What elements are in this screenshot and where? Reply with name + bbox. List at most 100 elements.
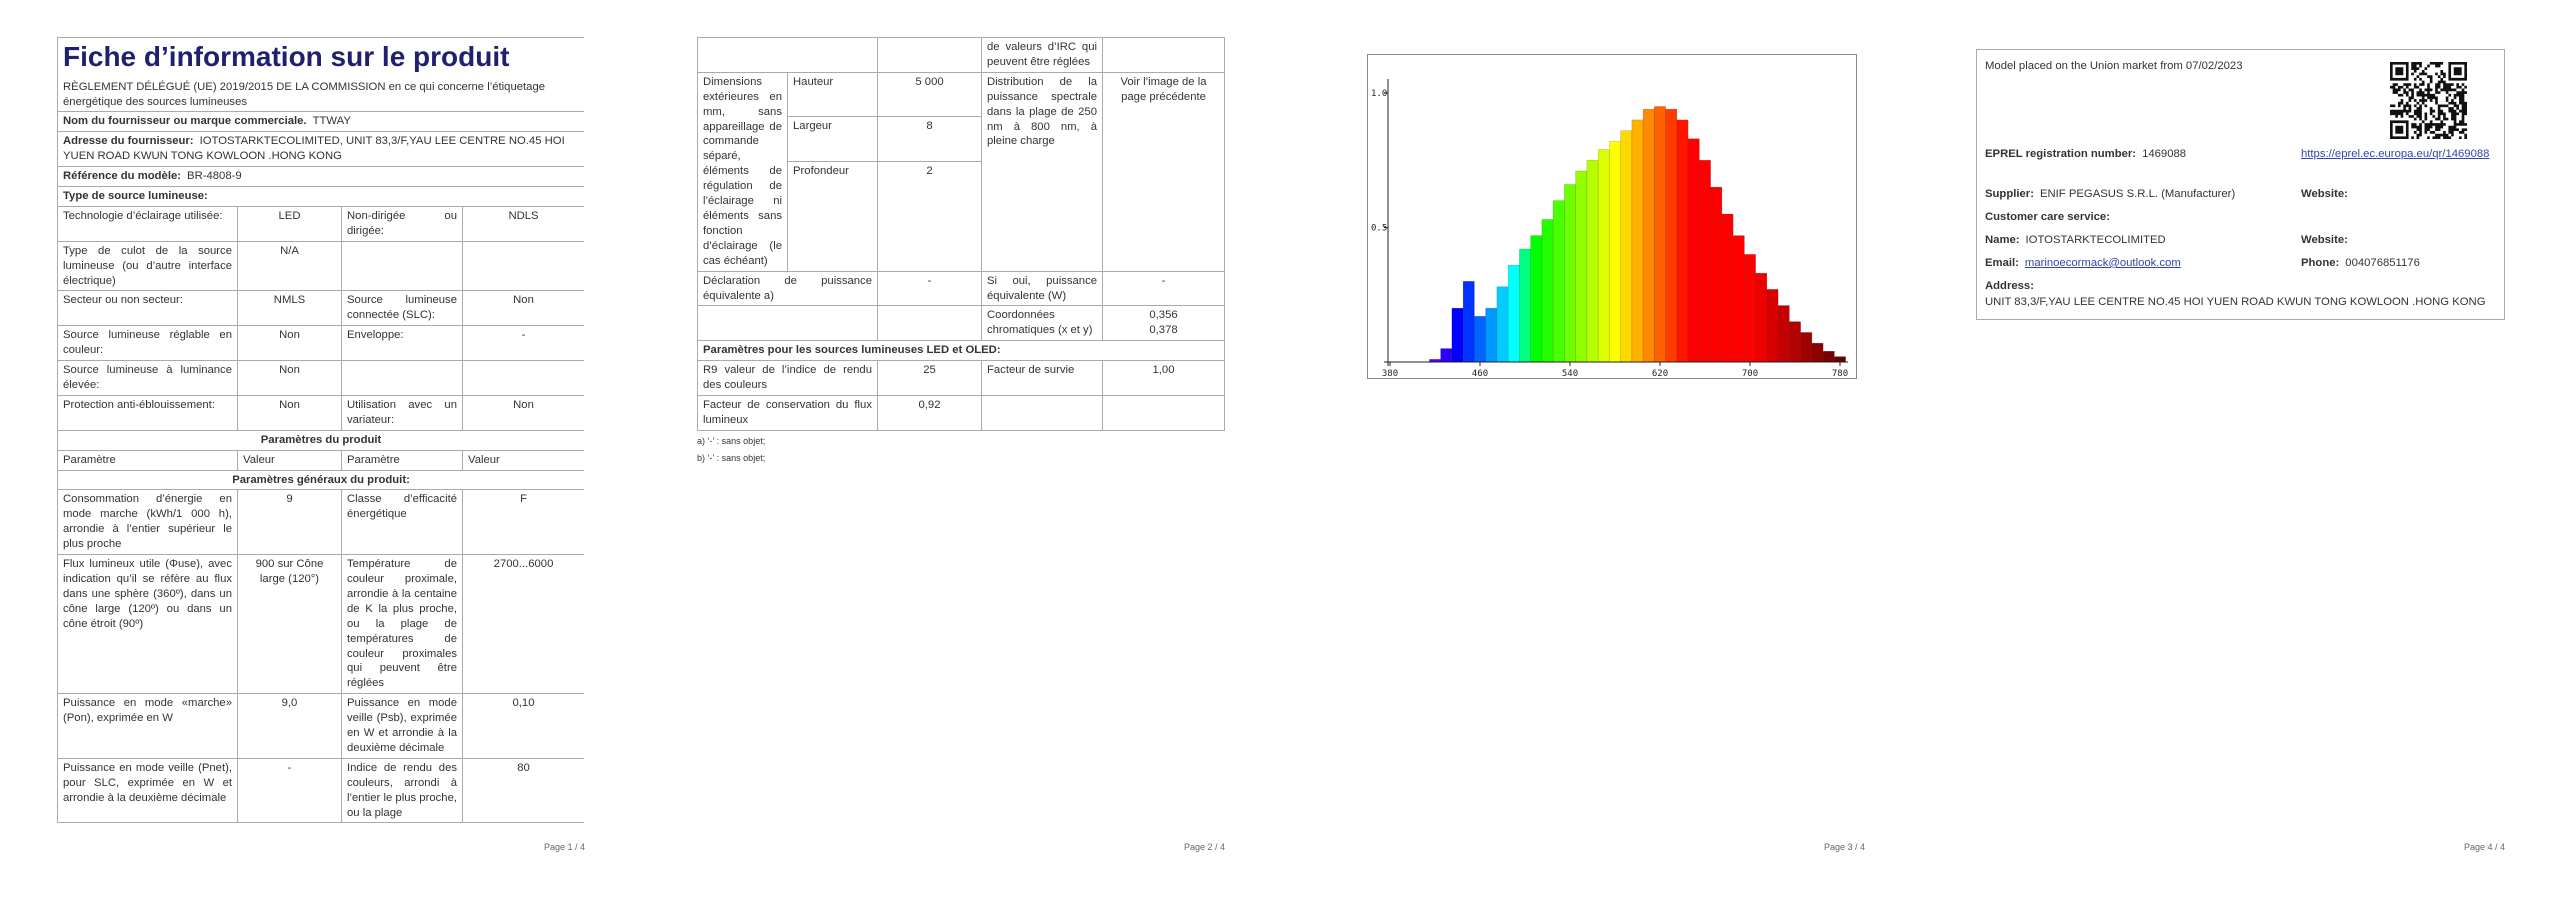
spectrum-bar [1485, 307, 1498, 363]
cell: Paramètres généraux du produit: [57, 469, 584, 491]
value: 004076851176 [2345, 257, 2420, 269]
row: Paramètres généraux du produit: [57, 469, 584, 491]
label: Nom du fournisseur ou marque commerciale… [63, 115, 307, 128]
spectrum-bar [1822, 350, 1835, 363]
field-cell: Référence du modèle: BR-4808-9 [57, 166, 584, 188]
row: Paramètres pour les sources lumineuses L… [697, 340, 1225, 362]
cell: NDLS [461, 205, 584, 242]
value: 1469088 [2142, 148, 2187, 160]
x-tick-label: 700 [1742, 369, 1758, 379]
field-cell: Nom du fournisseur ou marque commerciale… [57, 111, 584, 133]
cell: Profondeur [787, 160, 878, 272]
spectrum-bar [1654, 106, 1666, 363]
empty-cell [981, 394, 1103, 431]
cell: 25 [877, 360, 982, 396]
row: Coordonnées chromatiques (x et y) 0,356 0… [697, 305, 1225, 342]
empty-cell [877, 37, 982, 73]
row: Largeur 8 [698, 116, 1225, 162]
spectrum-chart: 380 460 540 620 700 780 0.5 1.0 [1367, 54, 1857, 379]
page-number: Page 2 / 4 [1183, 842, 1225, 852]
spectrum-bar [1732, 235, 1745, 363]
cell: Puissance en mode veille (Psb), exprimée… [341, 693, 463, 759]
cell: Indice de rendu des couleurs, arrondi à … [341, 757, 463, 824]
cell: Non [237, 360, 342, 396]
row: Protection anti-éblouissement: Non Utilisa… [57, 394, 584, 431]
cell: Source lumineuse connectée (SLC): [341, 290, 463, 327]
page-number: Page 3 / 4 [1823, 842, 1865, 852]
cell: 5 000 [877, 71, 982, 118]
row: de valeurs d’IRC qui peuvent être réglée… [697, 37, 1225, 73]
cell: Coordonnées chromatiques (x et y) [981, 305, 1103, 342]
row: Facteur de conservation du flux lumineux… [697, 394, 1225, 431]
label: Phone: [2301, 257, 2340, 269]
label: EPREL registration number: [1985, 148, 2137, 160]
website-label: Website: [2301, 188, 2348, 200]
row: Source lumineuse réglable en couleur: Non… [57, 325, 584, 362]
eprel-field: EPREL registration number: 1469088 [1985, 148, 2186, 160]
spectrum-bar [1811, 342, 1824, 363]
row: Type de source lumineuse: [57, 186, 584, 207]
cell: Non [461, 290, 584, 327]
label: Supplier: [1985, 188, 2034, 200]
field-cell: Adresse du fournisseur: IOTOSTARKTECOLIMI… [57, 131, 584, 168]
page-number: Page 4 / 4 [2463, 842, 2505, 852]
label: Email: [1985, 257, 2019, 269]
cell: Secteur ou non secteur: [57, 290, 238, 327]
cell: 900 sur Cône large (120°) [237, 554, 342, 695]
cell: Source lumineuse réglable en couleur: [57, 325, 238, 362]
spectrum-bar [1631, 119, 1644, 363]
page-number: Page 1 / 4 [543, 842, 585, 852]
spectrum-bar [1519, 248, 1531, 363]
cell: Consommation d’énergie en mode marche (k… [57, 489, 238, 556]
cell: Paramètre [341, 449, 463, 471]
spectrum-bar [1665, 108, 1678, 363]
empty-cell [341, 240, 463, 292]
row: Nom du fournisseur ou marque commerciale… [57, 111, 584, 133]
cell: Technologie d’éclairage utilisée: [57, 205, 238, 242]
row: Type de culot de la source lumineuse (ou… [57, 240, 584, 292]
empty-cell [1102, 37, 1225, 73]
row: Flux lumineux utile (Φuse), avec indicat… [57, 554, 584, 695]
spectrum-bar [1687, 138, 1700, 363]
cell: Déclaration de puissance équivalente a) [697, 270, 878, 307]
cell: 9 [237, 489, 342, 556]
cell: LED [237, 205, 342, 242]
cell: Voir l’image de la page précédente [1102, 71, 1225, 272]
eprel-link[interactable]: https://eprel.ec.europa.eu/qr/1469088 [2301, 148, 2490, 160]
spectrum-bar [1620, 130, 1633, 363]
email-field: Email: marinoecormack@outlook.com [1985, 257, 2181, 269]
spectrum-bar [1507, 264, 1520, 363]
spectrum-bar [1744, 254, 1756, 363]
row: Dimensions extérieures en mm, sans appar… [697, 71, 1225, 272]
website-label: Website: [2301, 234, 2348, 246]
cell: Source lumineuse à luminance élevée: [57, 360, 238, 396]
cell: - [1102, 270, 1225, 307]
spectrum-bar [1766, 289, 1779, 363]
cell: Distribution de la puissance spectrale d… [981, 71, 1103, 272]
spectrum-bar [1552, 200, 1565, 363]
spectrum-bar [1834, 356, 1846, 363]
cell: Non [237, 325, 342, 362]
cell: Valeur [237, 449, 342, 471]
row: Technologie d’éclairage utilisée: LED Non-… [57, 205, 584, 242]
spectrum-bar [1800, 332, 1813, 363]
empty-cell [697, 37, 878, 73]
cell: Protection anti-éblouissement: [57, 394, 238, 431]
product-table: de valeurs d’IRC qui peuvent être réglée… [697, 37, 1225, 431]
empty-cell [1102, 394, 1225, 431]
cell: Paramètres du produit [57, 429, 584, 451]
name-field: Name: IOTOSTARKTECOLIMITED [1985, 234, 2166, 246]
row: Source lumineuse à luminance élevée: Non [57, 360, 584, 396]
cell: Non [461, 394, 584, 431]
email-link[interactable]: marinoecormack@outlook.com [2024, 257, 2181, 269]
notes: a) ‘-’ : sans objet; b) ‘-’ : sans objet; [697, 433, 1224, 467]
spectrum-bar [1586, 160, 1599, 363]
page-4-box: Model placed on the Union market from 07… [1976, 49, 2505, 320]
cell: 1,00 [1102, 360, 1225, 396]
x-tick-label: 380 [1382, 369, 1398, 379]
cell: Puissance en mode veille (Pnet), pour SL… [57, 757, 238, 824]
row: Paramètre Valeur Paramètre Valeur [57, 449, 584, 471]
spectrum-bar [1609, 141, 1621, 363]
regulation: RÈGLEMENT DÉLÉGUÉ (UE) 2019/2015 DE LA C… [63, 80, 546, 108]
